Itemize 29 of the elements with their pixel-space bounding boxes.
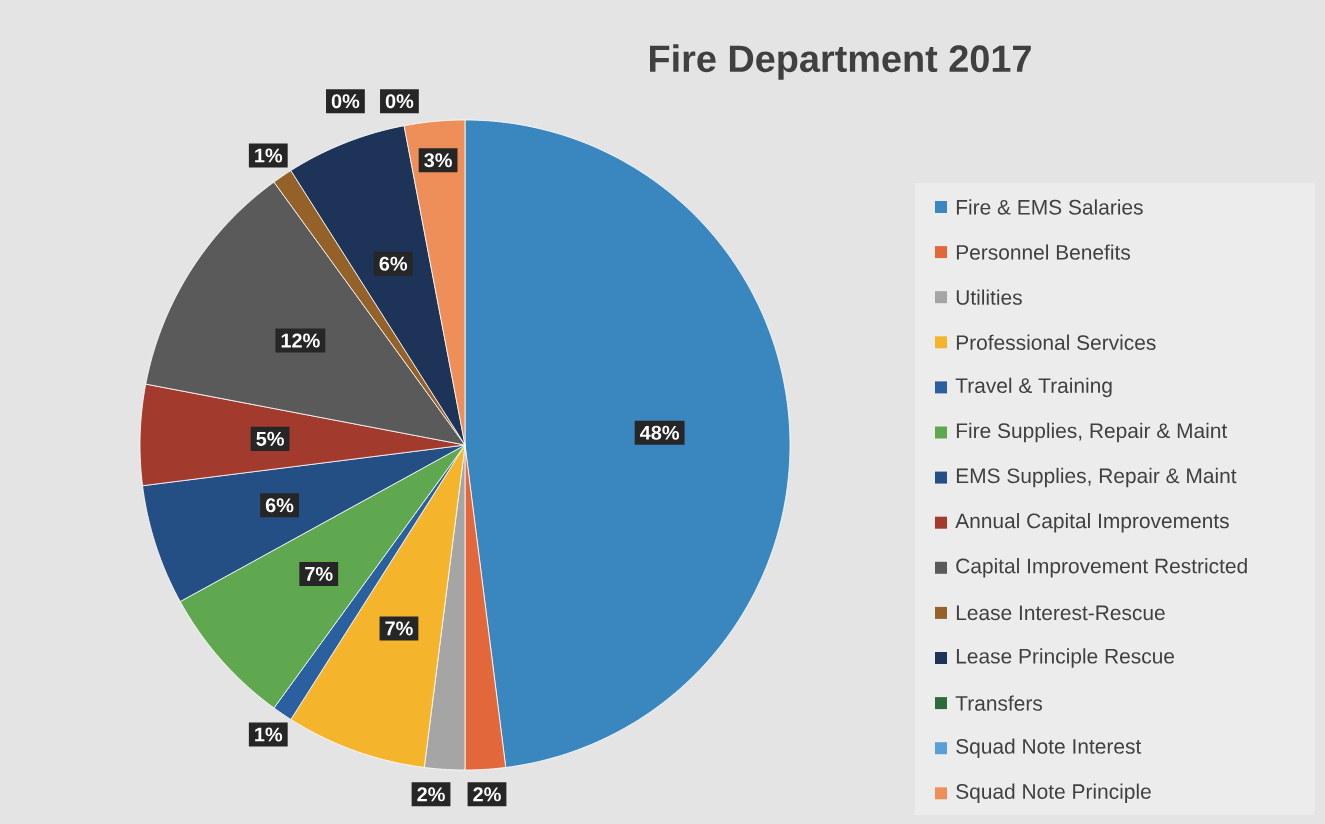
chart-title: Fire Department 2017 bbox=[650, 44, 1031, 80]
data-label: 1% bbox=[255, 727, 283, 742]
data-label: 7% bbox=[385, 621, 413, 636]
legend-label: Personnel Benefits bbox=[956, 244, 1131, 260]
legend-label: Lease Interest-Rescue bbox=[956, 605, 1165, 621]
legend-label: Lease Principle Rescue bbox=[956, 648, 1175, 668]
legend-label: Fire Supplies, Repair & Maint bbox=[956, 422, 1228, 443]
data-label: 6% bbox=[379, 256, 408, 271]
data-label: 2% bbox=[417, 787, 445, 802]
legend-label: Squad Note Principle bbox=[956, 783, 1151, 804]
text: 0% bbox=[385, 94, 414, 109]
legend-label: Fire & EMS Salaries bbox=[956, 199, 1143, 215]
legend-label: Annual Capital Improvements bbox=[955, 512, 1229, 533]
legend-label: EMS Supplies, Repair & Maint bbox=[956, 467, 1237, 488]
legend-label: Transfers bbox=[955, 695, 1043, 711]
legend-label: Travel & Training bbox=[955, 377, 1112, 398]
data-label: 5% bbox=[256, 431, 284, 446]
data-label: 3% bbox=[424, 153, 452, 168]
legend-label: Utilities bbox=[956, 289, 1022, 305]
legend-label: Squad Note Interest bbox=[956, 738, 1142, 758]
legend-label: Capital Improvement Restricted bbox=[956, 558, 1247, 578]
data-label: 2% bbox=[473, 787, 501, 802]
data-label: 7% bbox=[305, 566, 333, 581]
data-label: 48% bbox=[639, 425, 680, 440]
data-label: 1% bbox=[255, 148, 283, 163]
data-label: 12% bbox=[281, 333, 320, 348]
legend-label: Professional Services bbox=[956, 334, 1156, 350]
text: 0% bbox=[331, 94, 360, 109]
data-label: 6% bbox=[265, 498, 294, 513]
